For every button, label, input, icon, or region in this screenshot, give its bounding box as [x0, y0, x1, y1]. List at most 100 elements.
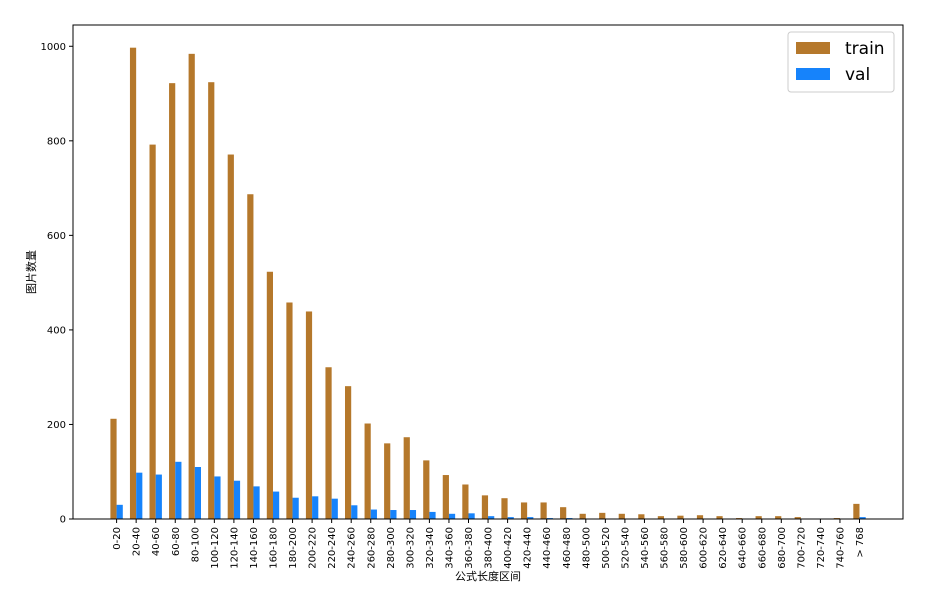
bar-val-3: [155, 474, 162, 519]
bar-train-35: [775, 516, 782, 519]
x-tick-label: 660-680: [757, 527, 768, 569]
bar-train-16: [403, 437, 410, 519]
x-tick-label: 320-340: [425, 527, 436, 569]
bar-val-6: [214, 476, 221, 519]
bar-val-4: [175, 461, 182, 519]
x-tick-label: 240-260: [347, 527, 358, 569]
plot-frame: [72, 24, 904, 520]
bar-train-11: [305, 311, 313, 519]
bar-val-9: [273, 491, 280, 519]
bar-train-27: [618, 513, 625, 519]
legend: train val: [787, 31, 895, 93]
bar-train-26: [599, 512, 606, 519]
bar-train-21: [501, 498, 508, 519]
x-tick-label: 580-600: [679, 527, 690, 569]
x-tick-label: 300-320: [405, 527, 416, 569]
bar-val-18: [448, 513, 456, 519]
bar-train-22: [520, 502, 528, 519]
bar-train-1: [110, 418, 117, 519]
x-tick-label: 720-740: [816, 527, 827, 569]
bar-val-12: [331, 498, 338, 519]
bar-train-25: [579, 513, 586, 519]
bar-val-11: [312, 496, 319, 519]
x-tick-label: 620-640: [718, 527, 729, 569]
bar-train-29: [657, 516, 664, 519]
bar-val-16: [409, 510, 417, 519]
bar-train-28: [638, 514, 645, 519]
x-tick-label: 160-180: [269, 527, 280, 569]
bar-val-17: [429, 511, 436, 519]
x-tick-label: 260-280: [366, 527, 377, 569]
bars-layer: [110, 47, 866, 520]
x-axis: 0-20 20-40 40-60 60-80 80-100 100-120 120-140 1…: [112, 519, 866, 569]
bar-val-7: [233, 480, 241, 519]
bar-train-15: [384, 443, 391, 519]
x-tick-label: 600-620: [699, 527, 710, 569]
bar-val-1: [116, 504, 123, 519]
bar-train-14: [364, 423, 371, 519]
x-tick-label: 520-540: [620, 527, 631, 569]
x-tick-label: 680-700: [777, 527, 788, 569]
x-tick-label: 380-400: [484, 527, 495, 569]
bar-val-20: [488, 516, 495, 519]
x-tick-label: 100-120: [210, 527, 221, 569]
y-tick-label: 400: [47, 325, 66, 336]
bar-train-13: [345, 386, 352, 519]
x-tick-label: 740-760: [835, 527, 846, 569]
bar-train-30: [677, 515, 684, 519]
x-tick-label: 640-660: [738, 527, 749, 569]
x-tick-label: 340-360: [444, 527, 455, 569]
y-tick-label: 1000: [41, 42, 66, 53]
bar-train-2: [129, 47, 137, 519]
bar-val-8: [253, 486, 260, 519]
x-tick-label: 540-560: [640, 527, 651, 569]
x-tick-label: 0-20: [112, 527, 123, 550]
bar-train-18: [442, 475, 449, 519]
y-axis-label: 图片数量: [25, 250, 38, 294]
bar-train-20: [481, 495, 489, 519]
y-tick-label: 600: [47, 231, 66, 242]
x-tick-label: 480-500: [581, 527, 592, 569]
legend-swatch-val: [796, 68, 830, 80]
x-tick-label: 420-440: [523, 527, 534, 569]
x-tick-label: 40-60: [151, 527, 162, 556]
x-tick-label: 140-160: [249, 527, 260, 569]
x-tick-label: 80-100: [190, 527, 201, 562]
x-tick-label: 560-580: [660, 527, 671, 569]
x-tick-label: 60-80: [171, 527, 182, 556]
bar-train-39: [853, 503, 860, 519]
bar-train-3: [149, 144, 156, 519]
x-tick-label: 220-240: [327, 527, 338, 569]
bar-train-9: [266, 271, 273, 519]
bar-train-8: [247, 194, 254, 520]
x-tick-label: 460-480: [562, 527, 573, 569]
x-tick-label: 180-200: [288, 527, 299, 569]
x-tick-label: 120-140: [229, 527, 240, 569]
x-tick-label: 200-220: [308, 527, 319, 569]
bar-train-23: [540, 502, 547, 519]
bar-val-10: [292, 497, 299, 519]
y-axis: 0 200 400 600 800 1000: [41, 42, 73, 526]
x-axis-label: 公式长度区间: [455, 569, 521, 583]
x-tick-label: 500-520: [601, 527, 612, 569]
x-tick-label: 700-720: [796, 527, 807, 569]
bar-val-39: [859, 517, 866, 519]
bar-val-21: [507, 517, 514, 519]
x-tick-label: 20-40: [132, 527, 143, 556]
bar-train-10: [286, 302, 293, 519]
x-tick-label: 360-380: [464, 527, 475, 569]
bar-val-5: [194, 467, 201, 519]
bar-val-2: [136, 472, 143, 519]
bar-val-14: [370, 509, 377, 519]
bar-train-31: [696, 515, 704, 519]
bar-val-15: [390, 510, 397, 519]
bar-val-13: [351, 505, 358, 519]
x-tick-label: 440-460: [542, 527, 553, 569]
bar-val-19: [468, 513, 475, 519]
bar-train-12: [325, 367, 332, 519]
y-tick-label: 200: [47, 420, 66, 431]
legend-swatch-train: [796, 42, 830, 54]
x-tick-label: 280-300: [386, 527, 397, 569]
bar-val-22: [527, 517, 534, 519]
x-tick-label: > 768: [855, 527, 866, 558]
